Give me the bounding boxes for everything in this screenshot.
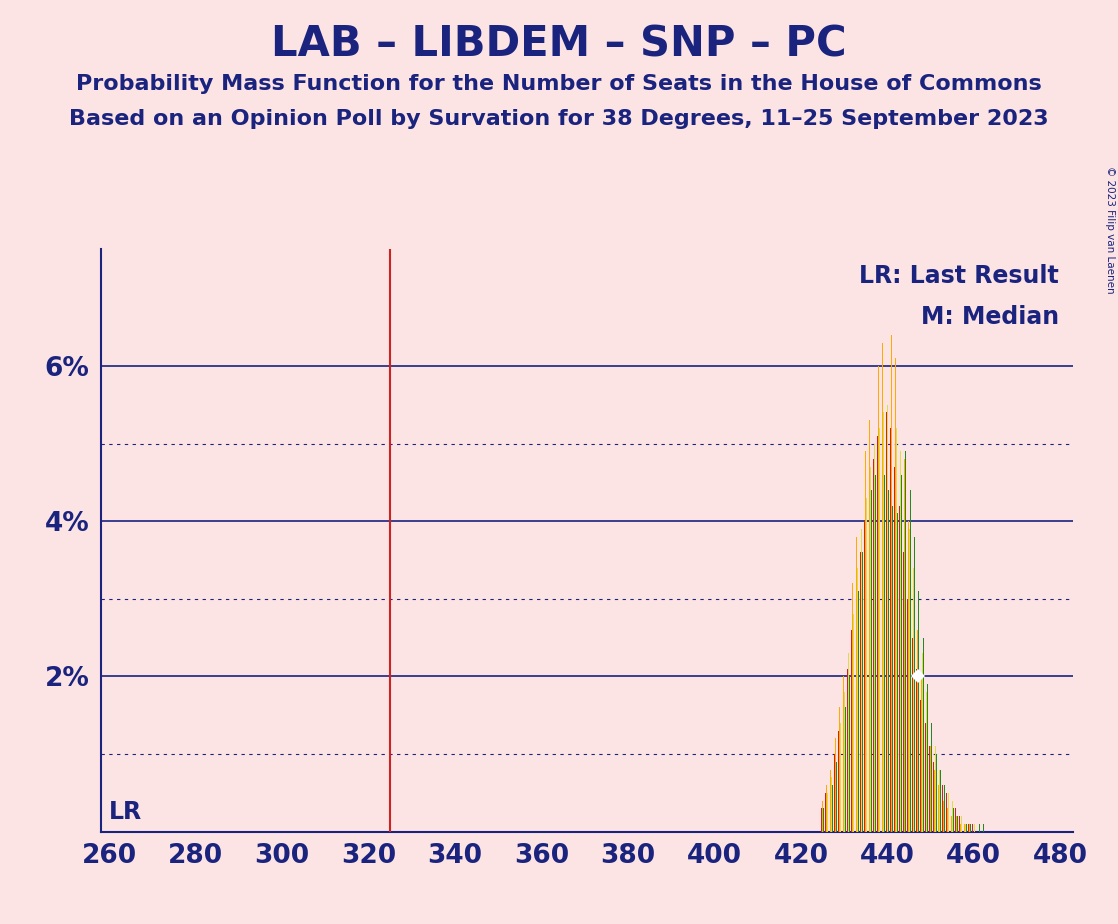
- Text: © 2023 Filip van Laenen: © 2023 Filip van Laenen: [1105, 166, 1115, 294]
- Text: LR: Last Result: LR: Last Result: [859, 264, 1059, 288]
- Text: LAB – LIBDEM – SNP – PC: LAB – LIBDEM – SNP – PC: [272, 23, 846, 65]
- Text: Probability Mass Function for the Number of Seats in the House of Commons: Probability Mass Function for the Number…: [76, 74, 1042, 94]
- Text: M: Median: M: Median: [920, 305, 1059, 329]
- Text: LR: LR: [110, 800, 142, 824]
- Text: Based on an Opinion Poll by Survation for 38 Degrees, 11–25 September 2023: Based on an Opinion Poll by Survation fo…: [69, 109, 1049, 129]
